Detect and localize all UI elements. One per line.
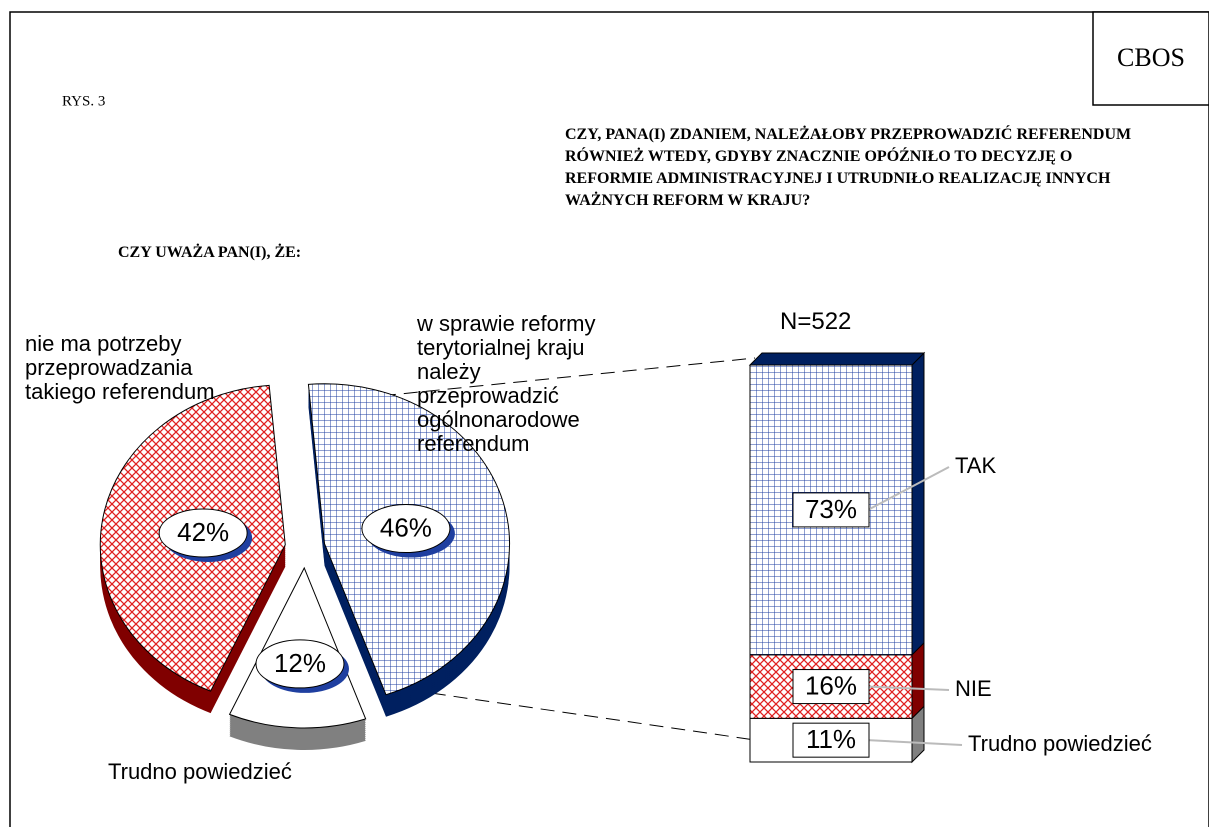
value-label: 46% xyxy=(380,512,432,542)
leader-line xyxy=(867,739,963,746)
figure-number: RYS. 3 xyxy=(62,93,105,109)
label-bg xyxy=(361,504,451,554)
value-label: 12% xyxy=(274,648,326,678)
bar-subtitle: N=522 xyxy=(780,308,852,335)
frame xyxy=(9,11,1209,827)
plot: 46% 12% 42% 11% Trudno powiedzieć 16% NIE 73% TA… xyxy=(99,351,1152,764)
category-label: NIE xyxy=(955,676,992,701)
pie-title: CZY UWAŻA PAN(I), ŻE: xyxy=(118,244,302,261)
logo-box xyxy=(1092,11,1209,106)
leader-line xyxy=(867,685,950,691)
value-label: 11% xyxy=(806,724,856,754)
logo: CBOS xyxy=(1117,43,1185,72)
category-label: Trudno powiedzieć xyxy=(108,759,292,784)
leader-line xyxy=(867,466,950,511)
bar-side xyxy=(911,351,925,657)
category-label: w sprawie reformy terytorialnej kraju na… xyxy=(417,311,596,456)
label-bg xyxy=(158,508,248,558)
category-label: Trudno powiedzieć xyxy=(968,731,1152,756)
category-label: TAK xyxy=(955,453,996,478)
bar-side xyxy=(911,641,925,720)
bar-top xyxy=(748,352,926,366)
value-label: 73% xyxy=(805,494,857,524)
connector xyxy=(359,357,756,741)
label-bg xyxy=(792,492,870,528)
label-bg xyxy=(792,722,870,758)
label-bg xyxy=(255,639,345,689)
value-label: 42% xyxy=(177,517,229,547)
category-label: nie ma potrzeby przeprowadzania takiego … xyxy=(25,331,215,404)
bar-title: CZY, PANA(I) ZDANIEM, NALEŻAŁOBY PRZEPRO… xyxy=(565,126,1132,209)
value-label: 16% xyxy=(805,670,857,700)
label-bg xyxy=(792,669,870,705)
